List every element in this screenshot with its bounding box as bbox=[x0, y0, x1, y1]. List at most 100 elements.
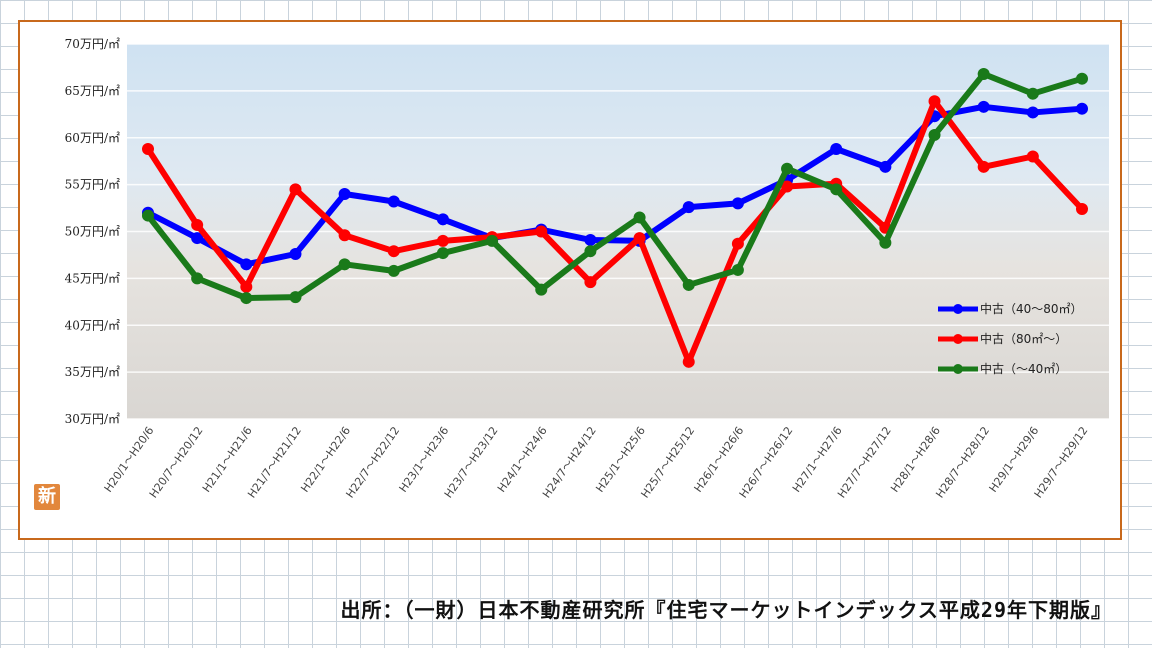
x-tick-label: H29/1～H29/6 bbox=[987, 424, 1042, 494]
data-point bbox=[1076, 72, 1088, 85]
data-point bbox=[731, 263, 744, 276]
x-tick-label: H25/1～H25/6 bbox=[593, 424, 648, 494]
legend-marker bbox=[953, 364, 963, 374]
data-point bbox=[289, 248, 302, 260]
data-point bbox=[191, 218, 204, 231]
data-point bbox=[584, 233, 597, 246]
data-point bbox=[781, 180, 794, 193]
data-point bbox=[633, 232, 646, 245]
data-point bbox=[781, 162, 794, 175]
data-point bbox=[879, 236, 892, 249]
data-point bbox=[338, 188, 351, 200]
legend: 中古（40～80㎡） 中古（80㎡～） 中古（～40㎡） bbox=[938, 301, 1083, 376]
x-tick-label: H20/1～H20/6 bbox=[102, 424, 157, 494]
data-point bbox=[191, 232, 204, 245]
data-point bbox=[879, 160, 892, 173]
x-tick-label: H22/1～H22/6 bbox=[298, 424, 353, 494]
series-lines bbox=[142, 68, 1088, 368]
legend-marker bbox=[953, 334, 963, 344]
data-point bbox=[584, 245, 597, 258]
data-point bbox=[387, 195, 400, 208]
data-point bbox=[1076, 203, 1088, 215]
data-point bbox=[240, 280, 253, 293]
y-axis-ticks: 30万円/㎡ 35万円/㎡ 40万円/㎡ 45万円/㎡ 50万円/㎡ 55万円/㎡ 60万円… bbox=[65, 37, 120, 426]
data-point bbox=[830, 143, 843, 155]
x-tick-label: H20/7～H20/12 bbox=[147, 424, 206, 500]
y-tick-label: 55万円/㎡ bbox=[65, 178, 120, 192]
y-tick-label: 35万円/㎡ bbox=[65, 365, 120, 379]
y-tick-label: 50万円/㎡ bbox=[65, 225, 120, 239]
data-point bbox=[830, 183, 843, 196]
grid-lines bbox=[127, 43, 1109, 420]
x-tick-label: H21/1～H21/6 bbox=[200, 424, 255, 494]
data-point bbox=[1026, 106, 1039, 119]
data-point bbox=[436, 247, 449, 260]
data-point bbox=[977, 68, 990, 80]
data-point bbox=[289, 183, 302, 196]
y-tick-label: 70万円/㎡ bbox=[65, 37, 120, 51]
data-point bbox=[928, 128, 941, 141]
legend-item: 中古（80㎡～） bbox=[938, 331, 1067, 346]
data-point bbox=[486, 234, 499, 247]
data-point bbox=[240, 258, 253, 271]
data-point bbox=[240, 292, 253, 305]
data-point bbox=[1026, 150, 1039, 163]
x-tick-label: H28/1～H28/6 bbox=[888, 424, 943, 494]
y-tick-label: 30万円/㎡ bbox=[65, 412, 120, 426]
series-line bbox=[145, 71, 1083, 302]
data-point bbox=[535, 283, 548, 296]
data-point bbox=[387, 245, 400, 258]
y-tick-label: 65万円/㎡ bbox=[65, 84, 120, 98]
series-3 bbox=[142, 68, 1088, 305]
legend-label: 中古（40～80㎡） bbox=[980, 301, 1083, 316]
data-point bbox=[584, 276, 597, 289]
data-point bbox=[338, 229, 351, 242]
new-badge: 新 bbox=[34, 484, 60, 510]
data-point bbox=[436, 234, 449, 247]
legend-item: 中古（40～80㎡） bbox=[938, 301, 1083, 316]
data-point bbox=[289, 291, 302, 304]
x-tick-label: H22/7～H22/12 bbox=[343, 424, 402, 500]
x-tick-label: H25/7～H25/12 bbox=[638, 424, 697, 500]
legend-marker bbox=[953, 304, 963, 314]
x-tick-label: H24/1～H24/6 bbox=[495, 424, 550, 494]
series-line bbox=[145, 98, 1085, 365]
x-tick-label: H23/1～H23/6 bbox=[397, 424, 452, 494]
series-2 bbox=[142, 95, 1088, 368]
data-point bbox=[1026, 87, 1039, 100]
data-point bbox=[633, 211, 646, 224]
data-point bbox=[682, 278, 695, 291]
x-tick-label: H24/7～H24/12 bbox=[540, 424, 599, 500]
x-tick-label: H21/7～H21/12 bbox=[245, 424, 304, 500]
x-tick-label: H27/7～H27/12 bbox=[835, 424, 894, 500]
x-tick-label: H27/1～H27/6 bbox=[790, 424, 845, 494]
data-point bbox=[191, 272, 204, 285]
data-point bbox=[977, 160, 990, 173]
source-caption: 出所：（一財）日本不動産研究所『住宅マーケットインデックス平成29年下期版』 bbox=[340, 598, 1112, 622]
data-point bbox=[142, 143, 154, 155]
y-tick-label: 60万円/㎡ bbox=[65, 131, 120, 145]
data-point bbox=[535, 225, 548, 238]
legend-item: 中古（～40㎡） bbox=[938, 361, 1067, 376]
data-point bbox=[682, 201, 695, 214]
legend-label: 中古（80㎡～） bbox=[980, 331, 1067, 346]
data-point bbox=[682, 355, 695, 368]
x-tick-label: H23/7～H23/12 bbox=[442, 424, 501, 500]
data-point bbox=[977, 100, 990, 113]
data-point bbox=[928, 95, 941, 108]
series-1 bbox=[142, 100, 1088, 271]
y-tick-label: 40万円/㎡ bbox=[65, 318, 120, 332]
data-point bbox=[436, 213, 449, 226]
data-point bbox=[1076, 102, 1088, 115]
data-point bbox=[338, 258, 351, 271]
x-tick-label: H29/7～H29/12 bbox=[1032, 424, 1091, 500]
x-tick-label: H26/1～H26/6 bbox=[692, 424, 747, 494]
data-point bbox=[142, 209, 154, 222]
legend-label: 中古（～40㎡） bbox=[980, 361, 1067, 376]
x-tick-label: H26/7～H26/12 bbox=[737, 424, 796, 500]
data-point bbox=[731, 237, 744, 250]
x-axis-ticks: H20/1～H20/6H20/7～H20/12H21/1～H21/6H21/7～… bbox=[102, 424, 1091, 500]
data-point bbox=[387, 264, 400, 277]
data-point bbox=[731, 197, 744, 210]
